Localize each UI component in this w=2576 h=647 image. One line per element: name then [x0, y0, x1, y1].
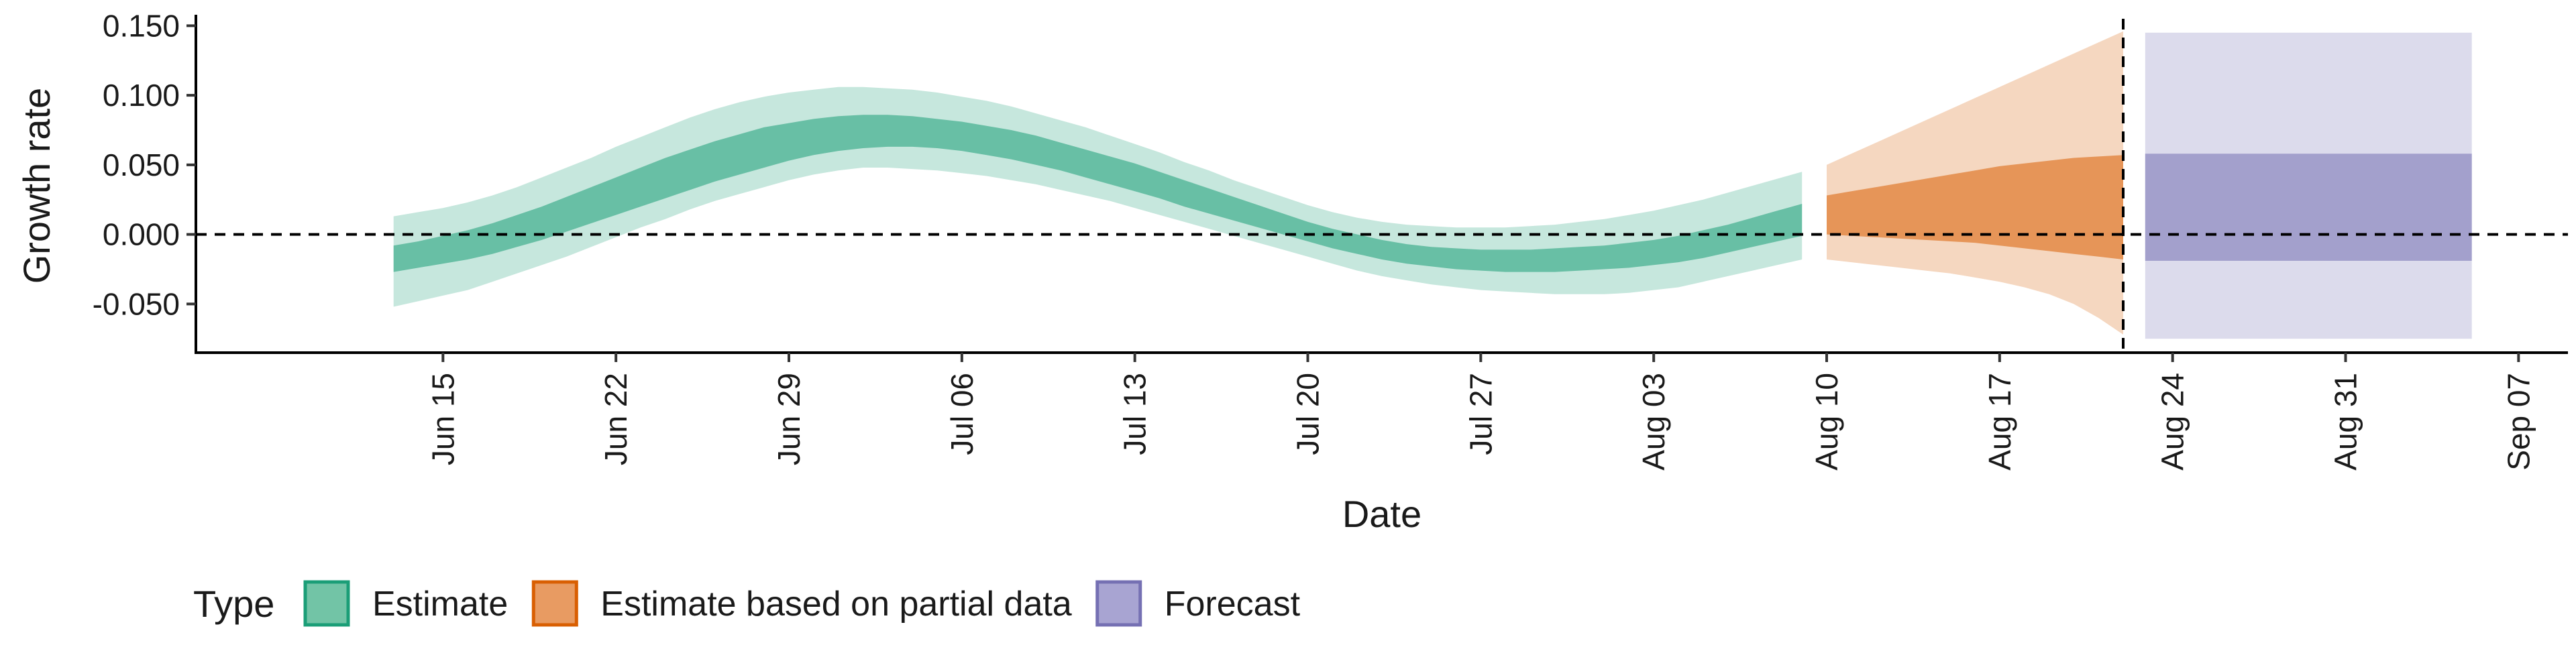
x-tick-label: Jul 13: [1118, 373, 1152, 455]
x-tick-label: Aug 17: [1982, 373, 2017, 471]
x-tick-label: Aug 24: [2155, 373, 2190, 471]
reference-lines-layer: [196, 19, 2568, 353]
y-axis-title: Growth rate: [15, 88, 58, 284]
x-tick-label: Aug 31: [2328, 373, 2363, 471]
estimate-band-50: [393, 115, 1803, 272]
x-tick-label: Jul 06: [945, 373, 979, 455]
y-tick-label: 0.000: [103, 217, 180, 252]
y-tick-label: 0.100: [103, 78, 180, 113]
x-tick-label: Jun 29: [771, 373, 806, 465]
legend-swatch-estimate-based-on-partial-data: [531, 580, 578, 627]
x-tick-label: Jul 20: [1291, 373, 1326, 455]
y-tick-label: -0.050: [93, 286, 180, 321]
axes-layer: -0.050 0.000 0.050 0.100 0.150 Jun 15 Jun 22 Ju…: [93, 8, 2568, 471]
legend-swatch-estimate: [303, 580, 350, 627]
legend-swatch-forecast: [1095, 580, 1142, 627]
legend-title: Type: [193, 583, 274, 625]
x-tick-label: Aug 10: [1809, 373, 1844, 471]
x-tick-label: Jun 22: [598, 373, 633, 465]
y-tick-label: 0.050: [103, 148, 180, 182]
legend-label-estimate-based-on-partial-data: Estimate based on partial data: [600, 585, 1072, 624]
x-tick-label: Jun 15: [425, 373, 460, 465]
x-tick-label: Sep 07: [2501, 373, 2536, 471]
bands-layer: [393, 31, 2472, 339]
x-tick-label: Jul 27: [1463, 373, 1498, 455]
estimate-based-on-partial-data-band-50: [1827, 155, 2123, 259]
x-tick-label: Aug 03: [1636, 373, 1671, 471]
y-tick-label: 0.150: [103, 8, 180, 43]
x-axis-title: Date: [1342, 493, 1421, 535]
legend-label-forecast: Forecast: [1165, 585, 1301, 624]
legend: Type Estimate Estimate based on partial d…: [193, 580, 1301, 627]
forecast-band-50: [2145, 154, 2472, 261]
legend-label-estimate: Estimate: [372, 585, 508, 624]
